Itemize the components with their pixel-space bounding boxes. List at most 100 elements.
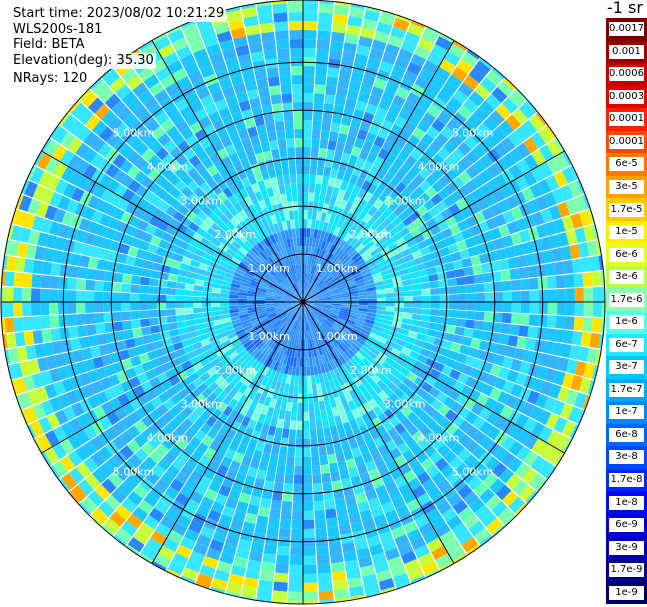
range-gate (70, 253, 81, 266)
range-gate (292, 302, 302, 307)
range-gate (254, 271, 264, 279)
range-gate (238, 308, 248, 312)
range-gate (295, 293, 302, 301)
range-gate (378, 390, 389, 402)
range-gate (289, 555, 303, 565)
range-gate (185, 456, 199, 470)
range-gate (448, 302, 458, 310)
range-gate (425, 568, 440, 578)
range-gate (416, 262, 427, 271)
range-gate (187, 167, 200, 180)
range-gate (301, 282, 303, 292)
range-gate (60, 132, 76, 149)
range-gate (265, 294, 275, 298)
range-gate (340, 294, 350, 298)
range-gate (166, 464, 180, 479)
range-gate (257, 209, 266, 220)
range-gate (199, 136, 212, 150)
range-gate (196, 573, 213, 587)
range-gate (256, 597, 272, 603)
range-gate (334, 1, 350, 7)
range-gate (300, 291, 303, 301)
range-gate (35, 201, 49, 218)
range-gate (237, 168, 247, 180)
range-gate (241, 243, 251, 253)
range-gate (512, 479, 528, 496)
range-gate (352, 324, 363, 332)
range-gate (394, 136, 407, 150)
range-gate (34, 246, 46, 261)
range-gate (311, 308, 320, 314)
range-gate (123, 264, 134, 275)
range-gate (58, 302, 68, 315)
range-gate (348, 287, 358, 293)
range-gate (67, 314, 78, 327)
colorbar-step: 6e-5 (606, 153, 647, 177)
range-gate (207, 242, 219, 252)
range-gate (319, 138, 329, 149)
range-gate (345, 458, 357, 469)
range-gate (85, 302, 95, 313)
range-gate (239, 188, 249, 199)
range-gate (180, 418, 193, 431)
range-gate (571, 331, 583, 346)
range-gate (381, 233, 392, 243)
range-gate (225, 56, 240, 69)
colorbar-title: -1 sr (607, 0, 643, 17)
range-gate (234, 120, 247, 132)
range-gate (395, 410, 407, 423)
range-gate (288, 276, 294, 285)
range-gate (365, 103, 378, 116)
colorbar-tick-label: 1.7e-5 (609, 202, 644, 217)
range-gate (214, 493, 228, 506)
range-gate (578, 242, 590, 258)
range-gate (200, 169, 212, 182)
range-gate (103, 312, 113, 323)
range-gate (355, 337, 365, 346)
range-gate (231, 240, 242, 250)
range-gate (237, 538, 252, 551)
range-gate (283, 239, 289, 249)
range-gate (133, 228, 145, 240)
range-gate (551, 342, 563, 357)
range-gate (45, 234, 58, 249)
range-gate (352, 165, 363, 177)
range-gate (236, 249, 246, 259)
range-gate (119, 445, 134, 460)
range-gate (349, 419, 359, 430)
range-gate (311, 138, 320, 148)
range-gate (275, 342, 282, 352)
range-gate (59, 149, 75, 166)
range-gate (168, 217, 181, 229)
range-gate (256, 124, 267, 135)
range-gate (158, 239, 170, 250)
range-gate (265, 226, 273, 236)
range-gate (304, 299, 314, 302)
range-gate (564, 274, 575, 288)
range-gate (421, 381, 433, 393)
range-gate (79, 88, 92, 102)
range-gate (365, 283, 376, 289)
range-gate (458, 506, 474, 522)
range-gate (111, 488, 127, 504)
range-gate (267, 286, 277, 292)
range-gate (219, 39, 235, 52)
range-gate (295, 330, 299, 340)
range-gate (148, 182, 162, 195)
range-gate (52, 443, 67, 460)
range-gate (392, 434, 405, 447)
range-gate (291, 519, 303, 529)
range-gate (245, 366, 255, 377)
range-gate (582, 395, 590, 410)
range-gate (417, 354, 428, 364)
range-gate (261, 278, 271, 285)
range-gate (372, 209, 383, 221)
range-gate (177, 269, 188, 277)
range-gate (189, 259, 201, 268)
range-gate (256, 269, 265, 277)
range-gate (318, 335, 325, 345)
range-gate (476, 197, 489, 211)
range-gate (81, 496, 98, 513)
range-gate (314, 238, 320, 248)
range-gate (289, 237, 295, 248)
